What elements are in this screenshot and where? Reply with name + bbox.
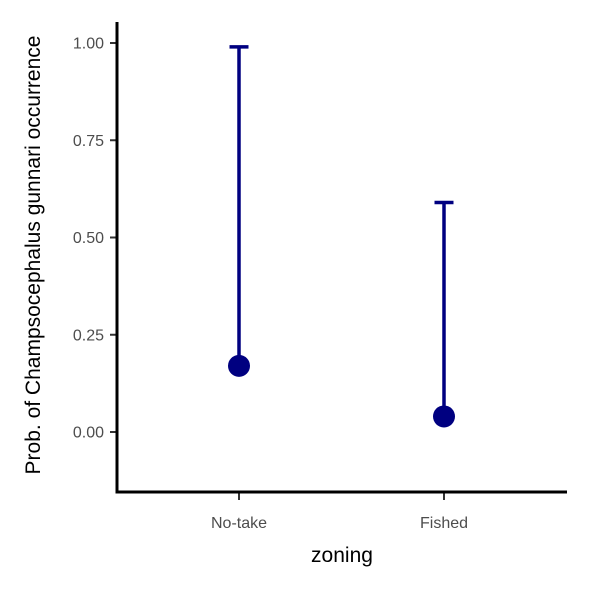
x-axis-title: zoning	[311, 544, 373, 567]
y-tick-label: 0.00	[73, 425, 104, 442]
estimate-point	[433, 405, 455, 428]
y-tick-label: 1.00	[73, 36, 104, 53]
y-axis-ticks: 0.00 0.25 0.50 0.75 1.00	[73, 36, 117, 442]
y-tick-label: 0.25	[73, 327, 104, 344]
x-axis-ticks: No-take Fished	[211, 492, 468, 532]
y-tick-label: 0.50	[73, 230, 104, 247]
x-tick-label: No-take	[211, 515, 267, 532]
x-tick-label: Fished	[420, 515, 468, 532]
y-axis-title: Prob. of Champsocephalus gunnari occurre…	[22, 36, 45, 475]
estimate-point	[228, 354, 250, 377]
data-marks	[228, 45, 455, 428]
y-tick-label: 0.75	[73, 133, 104, 150]
